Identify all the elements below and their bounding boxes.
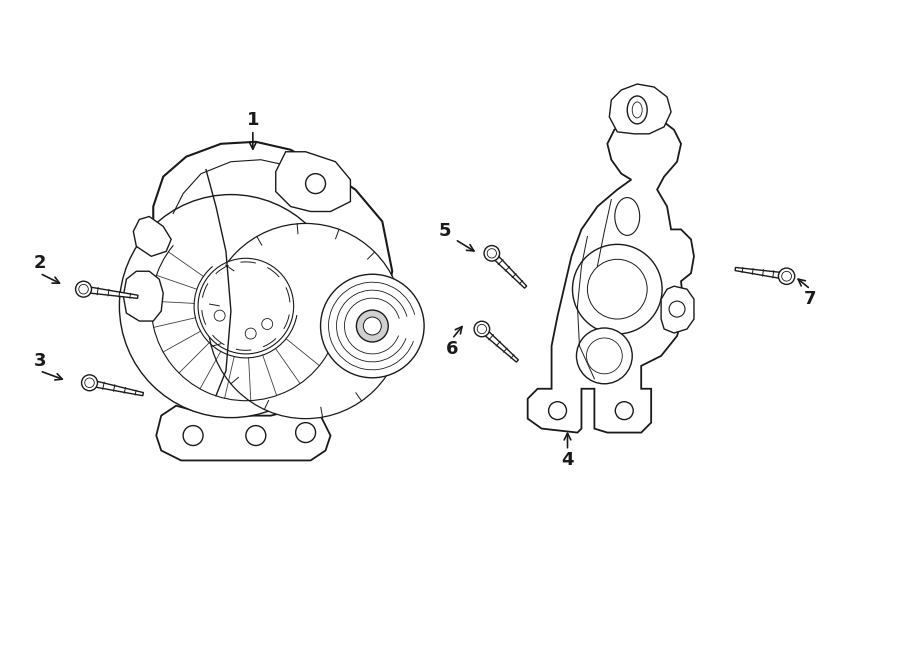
Ellipse shape <box>615 198 640 235</box>
Circle shape <box>120 194 343 418</box>
Circle shape <box>616 402 634 420</box>
Polygon shape <box>83 286 138 298</box>
Circle shape <box>183 426 203 446</box>
Polygon shape <box>133 217 171 256</box>
Text: 3: 3 <box>33 352 46 370</box>
Text: 1: 1 <box>247 111 259 129</box>
Circle shape <box>245 328 256 339</box>
Polygon shape <box>123 271 163 321</box>
Circle shape <box>484 245 500 261</box>
Polygon shape <box>157 406 330 461</box>
Polygon shape <box>89 379 143 396</box>
Text: 2: 2 <box>33 254 46 272</box>
Circle shape <box>214 310 225 321</box>
Ellipse shape <box>627 96 647 124</box>
Text: 7: 7 <box>805 290 816 308</box>
Circle shape <box>549 402 566 420</box>
Circle shape <box>296 422 316 442</box>
Circle shape <box>246 426 266 446</box>
Text: 4: 4 <box>562 451 574 469</box>
Circle shape <box>76 281 92 297</box>
Polygon shape <box>149 142 392 406</box>
Circle shape <box>577 328 632 384</box>
Polygon shape <box>490 251 526 288</box>
Circle shape <box>474 321 490 336</box>
Polygon shape <box>527 114 694 432</box>
Polygon shape <box>735 268 787 280</box>
Polygon shape <box>662 286 694 333</box>
Circle shape <box>198 258 293 354</box>
Text: 5: 5 <box>439 222 451 241</box>
Circle shape <box>306 174 326 194</box>
Polygon shape <box>275 152 350 212</box>
Polygon shape <box>609 84 671 134</box>
Circle shape <box>262 319 273 329</box>
Circle shape <box>669 301 685 317</box>
Polygon shape <box>480 327 518 362</box>
Circle shape <box>82 375 97 391</box>
Circle shape <box>356 310 388 342</box>
Circle shape <box>364 317 382 335</box>
Circle shape <box>320 274 424 378</box>
Circle shape <box>572 245 662 334</box>
Circle shape <box>208 223 403 418</box>
Circle shape <box>778 268 795 284</box>
Text: 6: 6 <box>446 340 458 358</box>
